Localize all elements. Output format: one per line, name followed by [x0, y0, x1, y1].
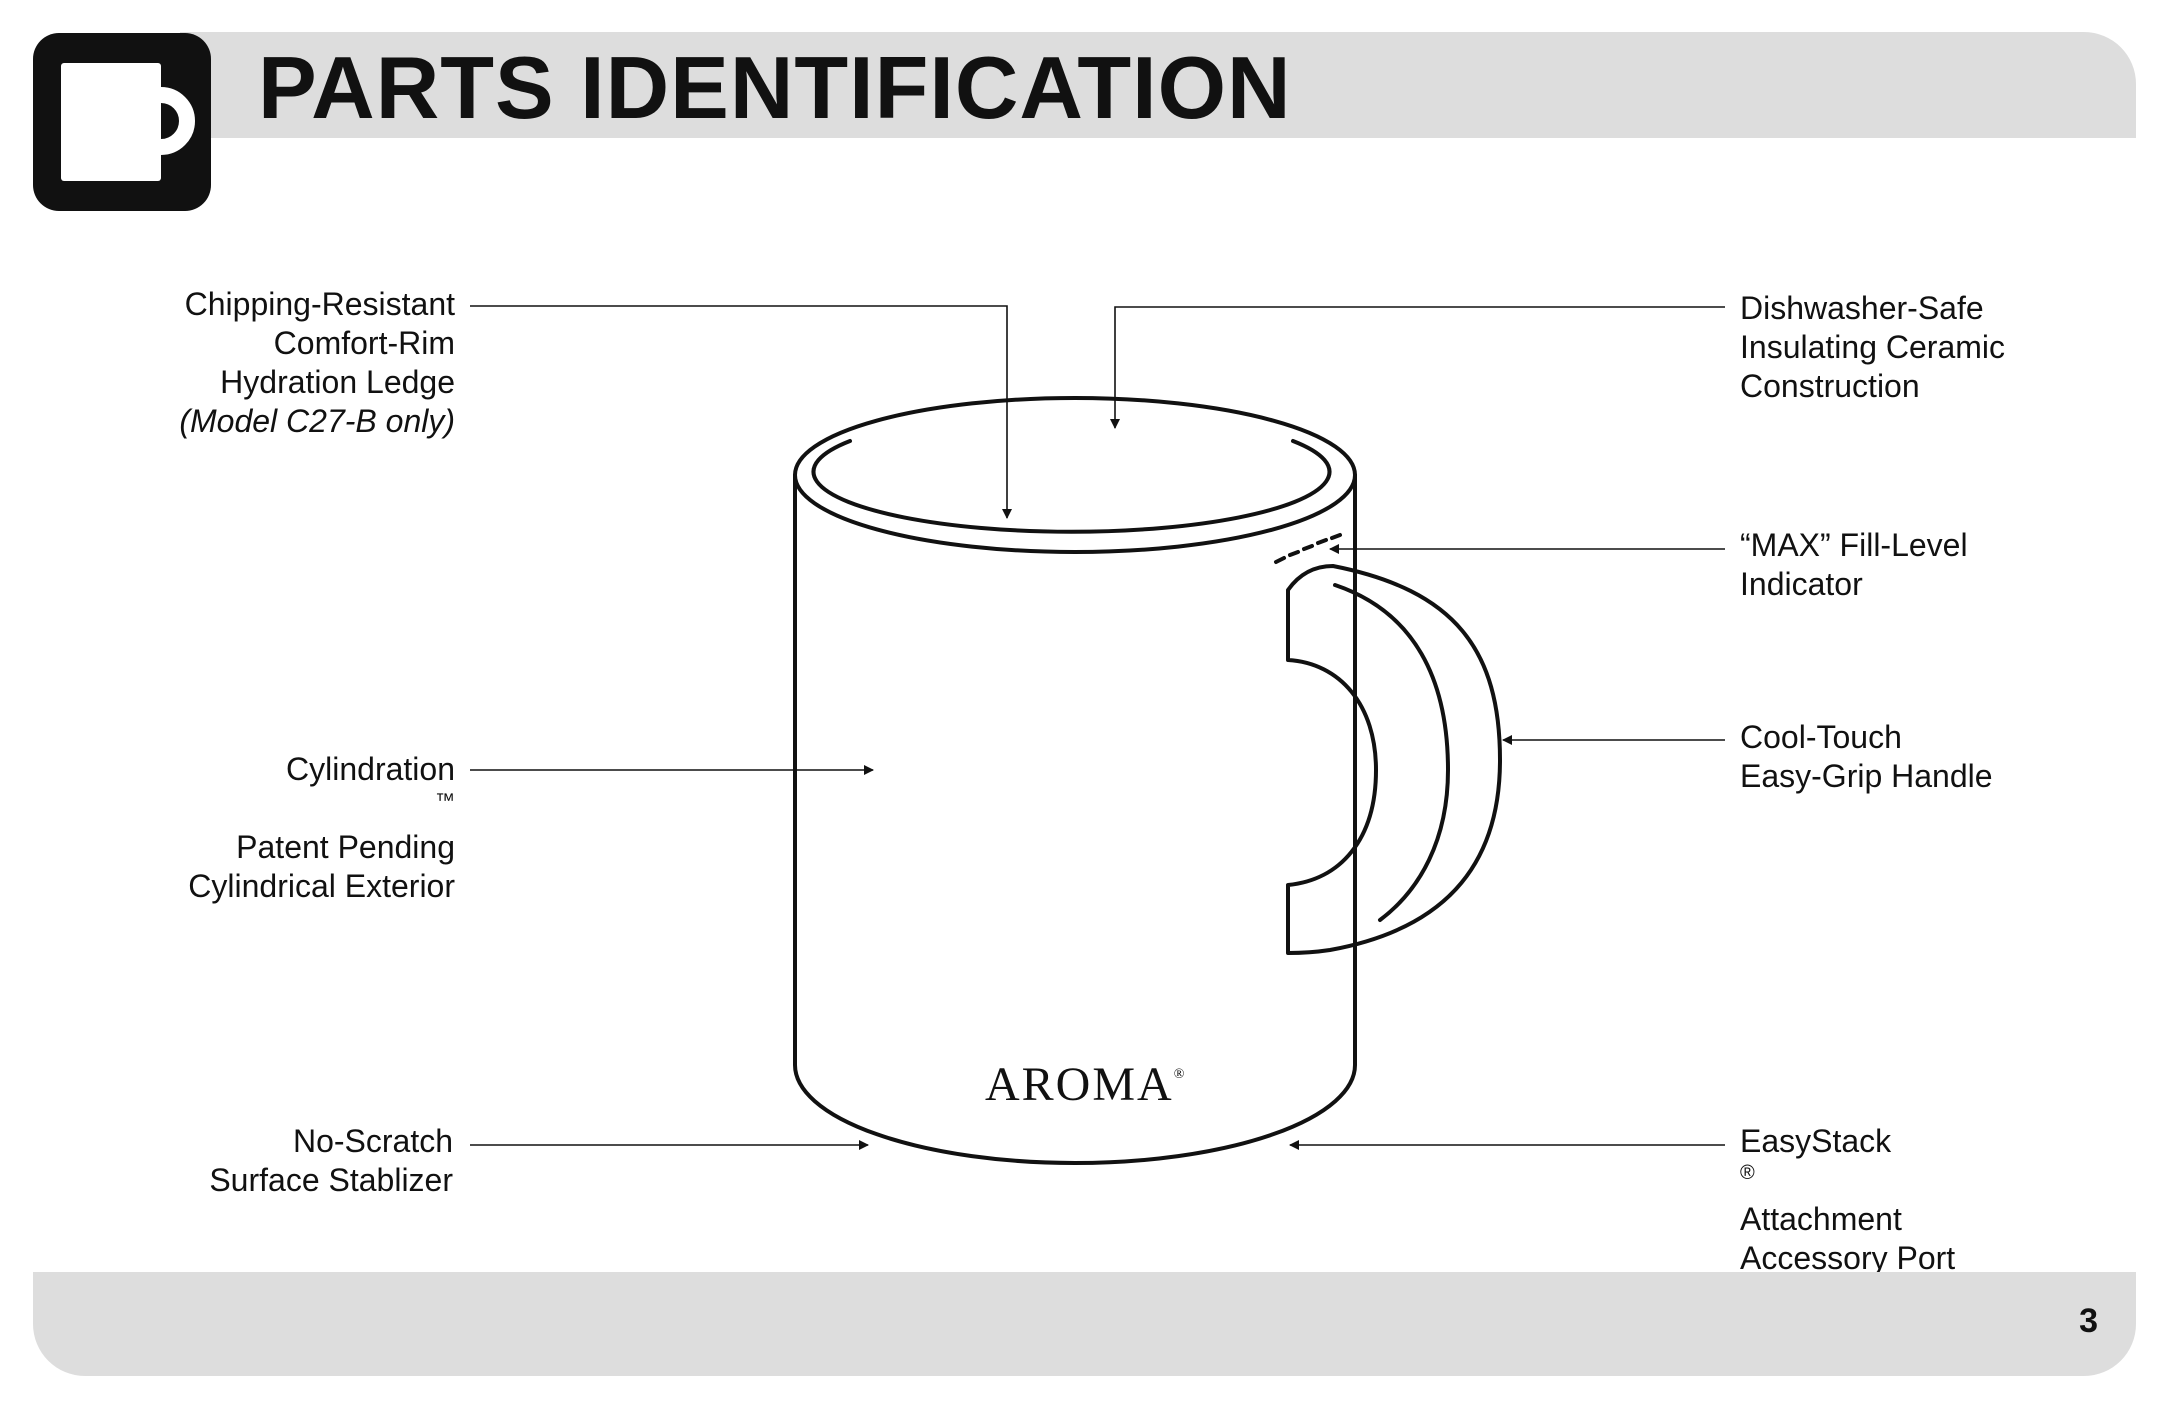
page-number: 3	[2079, 1302, 2098, 1340]
brand-logo: AROMA®	[985, 1058, 1187, 1111]
mug-icon	[33, 33, 211, 211]
mug-handle-outer	[1286, 564, 1502, 955]
leader-rim	[470, 305, 1012, 519]
mug-rim-outer	[793, 396, 1357, 554]
leader-ceramic	[1110, 306, 1725, 429]
page-title: PARTS IDENTIFICATION	[258, 38, 1292, 137]
max-fill-dashes	[1274, 533, 1342, 564]
label-port: EasyStack ® Attachment Accessory Port	[1740, 1123, 1956, 1276]
label-max-fill: “MAX” Fill-Level Indicator	[1740, 527, 1968, 602]
header-band	[180, 32, 2136, 138]
label-base: No-Scratch Surface Stablizer	[209, 1123, 453, 1198]
mug-handle-ridge	[1333, 583, 1450, 922]
label-exterior: Cylindration ™ Patent Pending Cylindrical…	[188, 751, 455, 904]
label-handle: Cool-Touch Easy-Grip Handle	[1740, 719, 1993, 794]
footer-band: 3	[33, 1272, 2136, 1376]
label-ceramic: Dishwasher-Safe Insulating Ceramic Const…	[1740, 290, 2005, 404]
label-rim: Chipping-Resistant Comfort-Rim Hydration…	[179, 286, 455, 439]
mug-body-outline	[793, 473, 1357, 1165]
mug-rim-inner	[811, 439, 1332, 534]
